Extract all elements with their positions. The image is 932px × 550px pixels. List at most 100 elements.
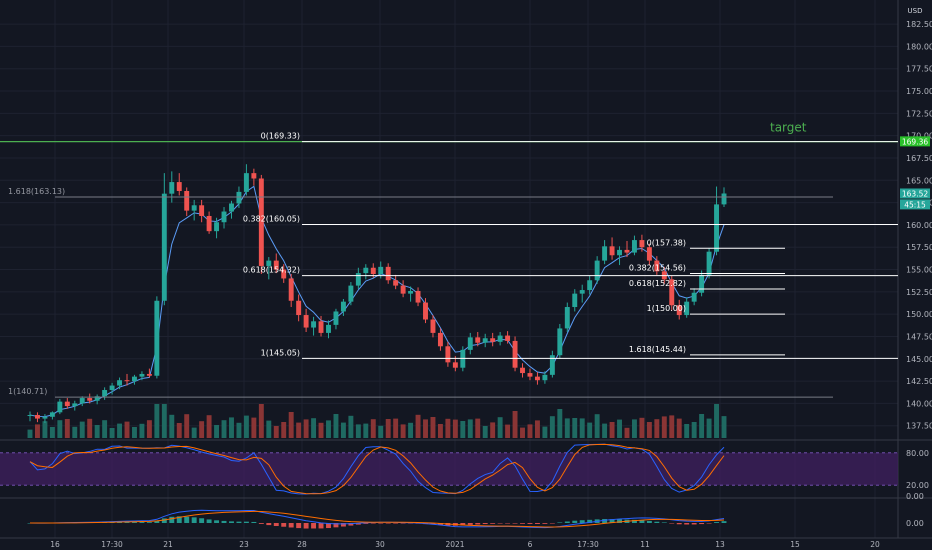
candle-body	[408, 290, 414, 294]
price-tick-label: 142.50	[906, 377, 932, 386]
volume-bar	[311, 418, 317, 438]
macd-histogram-bar	[229, 521, 234, 523]
volume-bar	[161, 404, 167, 438]
candle-body	[505, 335, 511, 341]
macd-histogram-bar	[296, 523, 302, 529]
volume-bar	[587, 422, 593, 438]
candle-body	[363, 267, 369, 274]
candle-body	[303, 315, 309, 328]
target-price-tag-text: 169.36	[902, 137, 928, 146]
macd-histogram-bar	[699, 523, 705, 525]
volume-bar	[355, 424, 361, 438]
macd-signal-line	[29, 510, 725, 528]
candle-body	[587, 280, 593, 291]
macd-histogram-bar	[512, 523, 518, 524]
macd-histogram-bar	[169, 516, 175, 523]
macd-histogram-bar	[505, 523, 511, 524]
macd-histogram-bar	[564, 521, 570, 523]
volume-bar	[430, 417, 436, 438]
macd-histogram-bar	[281, 523, 287, 527]
volume-bar	[281, 422, 287, 438]
volume-bar	[467, 419, 473, 438]
candle-body	[609, 246, 615, 256]
volume-bar	[691, 422, 697, 438]
volume-bar	[266, 420, 272, 438]
fib-level-label: 0.382(160.05)	[243, 214, 300, 223]
volume-bar	[117, 423, 123, 438]
macd-histogram-bar	[520, 523, 525, 524]
price-tick-label: 170.00	[906, 132, 932, 141]
volume-bar	[49, 427, 55, 438]
candle-body	[258, 178, 264, 266]
volume-bar	[572, 418, 578, 438]
last-price-tag-text: 163.52	[902, 189, 928, 198]
macd-histogram-bar	[639, 520, 645, 523]
price-tick-label: 180.00	[906, 42, 932, 51]
price-tick-label: 182.50	[906, 20, 932, 29]
macd-histogram-bar	[206, 519, 212, 523]
macd-histogram-bar	[266, 523, 272, 526]
volume-bar	[199, 421, 205, 438]
candle-body	[199, 205, 205, 216]
macd-histogram-bar	[706, 523, 712, 524]
time-axis-label: 6	[528, 540, 533, 549]
fib-level-label: 0.382(154.56)	[629, 263, 686, 272]
candle-body	[206, 215, 212, 232]
oscillator-tick-label: 0.00	[906, 492, 924, 501]
candle-body	[161, 193, 167, 301]
candle-body	[34, 415, 40, 419]
volume-bar	[221, 420, 227, 438]
candle-body	[311, 321, 317, 328]
candle-body	[714, 204, 720, 252]
candle-body	[549, 355, 555, 375]
macd-histogram-bar	[273, 523, 279, 527]
volume-bar	[273, 426, 279, 438]
candle-body	[400, 285, 406, 294]
candle-body	[624, 249, 630, 253]
candle-body	[139, 373, 145, 377]
macd-histogram-bar	[482, 523, 488, 525]
candle-body	[102, 390, 108, 397]
price-tick-label: 152.50	[906, 288, 932, 297]
candle-body	[430, 319, 436, 333]
volume-bar	[676, 418, 682, 438]
price-tick-label: 160.00	[906, 221, 932, 230]
macd-histogram-bar	[385, 523, 391, 524]
volume-bar	[318, 422, 324, 438]
macd-histogram-bar	[132, 522, 137, 523]
macd-histogram-bar	[460, 523, 466, 526]
volume-bar	[333, 414, 339, 438]
volume-bar	[169, 414, 175, 438]
candle-body	[579, 290, 585, 294]
candle-body	[236, 191, 242, 204]
volume-bar	[57, 420, 63, 438]
macd-histogram-bar	[251, 521, 257, 523]
candle-body	[191, 205, 197, 211]
macd-histogram-bar	[146, 522, 152, 523]
candle-body	[243, 173, 249, 192]
volume-bar	[124, 421, 130, 438]
volume-bar	[363, 423, 369, 438]
volume-bar	[79, 421, 85, 438]
candle-body	[117, 380, 123, 386]
macd-histogram-bar	[661, 522, 667, 523]
volume-bar	[184, 414, 190, 438]
candle-body	[64, 401, 70, 407]
price-tick-label: 137.50	[906, 422, 932, 431]
volume-bar	[669, 415, 675, 438]
time-axis-label: 30	[375, 540, 385, 549]
macd-histogram-bar	[258, 523, 264, 524]
candle-body	[318, 321, 324, 333]
candle-body	[564, 307, 570, 329]
price-tick-label: 140.00	[906, 399, 932, 408]
candle-body	[132, 376, 137, 382]
volume-bar	[385, 419, 391, 438]
volume-bar	[594, 414, 600, 438]
volume-bar	[42, 421, 48, 438]
macd-histogram-bar	[534, 523, 540, 524]
candle-body	[654, 260, 660, 272]
fib-level-label: 0.618(152.82)	[629, 279, 686, 288]
candle-body	[557, 328, 563, 356]
volume-bar	[27, 429, 33, 438]
